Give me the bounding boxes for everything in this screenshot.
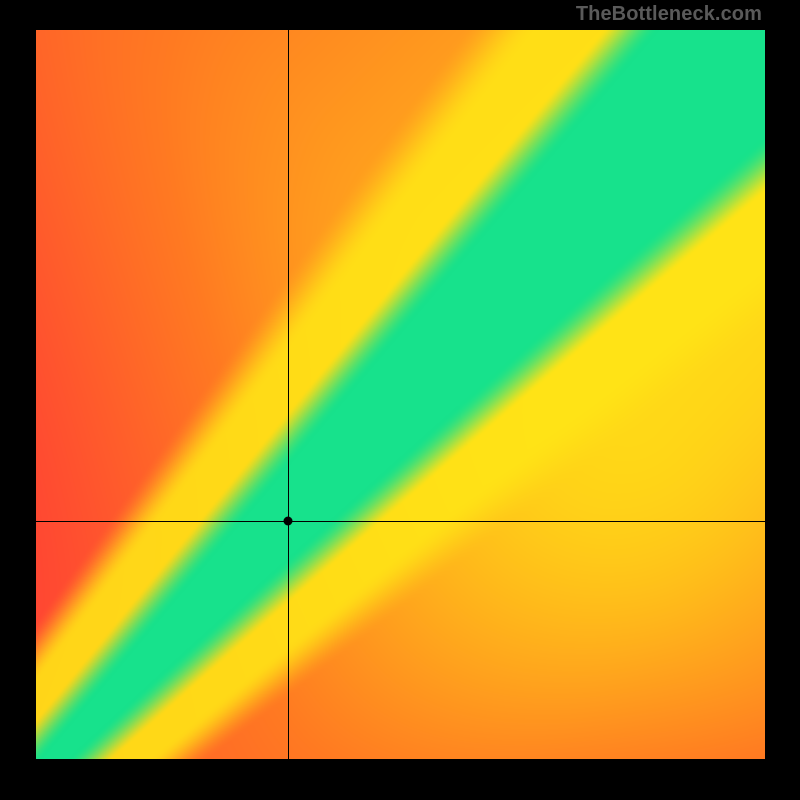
crosshair-marker	[283, 516, 292, 525]
crosshair-vertical	[288, 30, 289, 759]
container: TheBottleneck.com	[0, 0, 800, 800]
heatmap-canvas	[36, 30, 765, 759]
crosshair-horizontal	[36, 521, 765, 522]
attribution-label: TheBottleneck.com	[576, 3, 762, 26]
heatmap-plot	[36, 30, 765, 759]
